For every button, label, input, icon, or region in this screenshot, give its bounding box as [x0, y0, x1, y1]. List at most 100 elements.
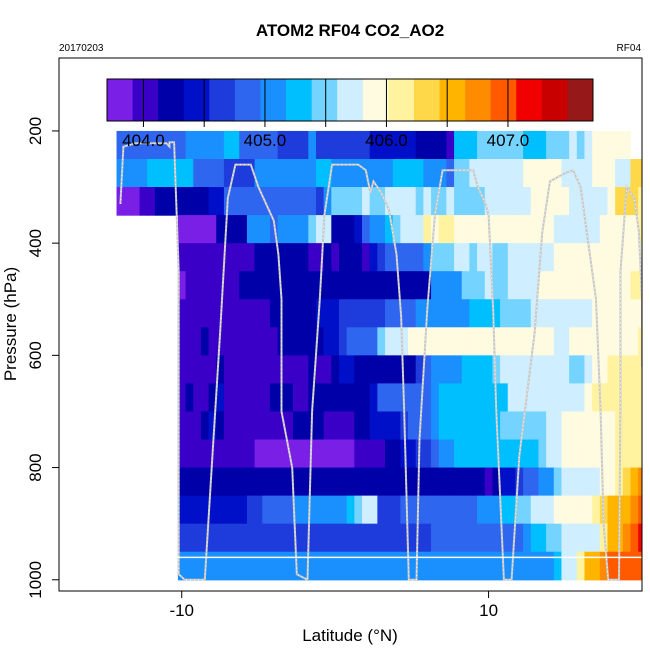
heatmap-cell — [507, 158, 517, 188]
heatmap-cell — [369, 495, 378, 525]
heatmap-cell — [193, 130, 202, 160]
heatmap-cell — [477, 130, 486, 160]
heatmap-cell — [477, 467, 486, 497]
heatmap-cell — [277, 215, 286, 244]
heatmap-cell — [369, 355, 378, 385]
heatmap-cell — [438, 215, 447, 244]
heatmap-cell — [208, 158, 217, 188]
heatmap-cell — [408, 130, 417, 160]
heatmap-cell — [392, 158, 401, 188]
heatmap-cell — [523, 551, 532, 581]
heatmap-cell — [622, 439, 632, 469]
heatmap-cell — [147, 187, 156, 216]
heatmap-cell — [423, 215, 432, 244]
heatmap-cell — [185, 130, 194, 160]
heatmap-cell — [569, 467, 578, 497]
heatmap-cell — [239, 467, 248, 497]
heatmap-cell — [315, 130, 325, 160]
heatmap-cell — [216, 523, 225, 553]
heatmap-cell — [193, 495, 202, 525]
heatmap-cell — [323, 215, 332, 244]
heatmap-cell — [216, 495, 225, 525]
heatmap-cell — [285, 411, 294, 441]
heatmap-cell — [377, 187, 386, 216]
heatmap-cell — [492, 130, 501, 160]
heatmap-cell — [400, 130, 409, 160]
heatmap-cell — [454, 243, 463, 272]
heatmap-cell — [354, 327, 363, 356]
heatmap-cell — [646, 552, 650, 581]
heatmap-cell — [208, 355, 217, 385]
heatmap-cell — [446, 215, 455, 244]
heatmap-cell — [500, 467, 509, 497]
heatmap-cell — [308, 130, 317, 160]
heatmap-cell — [461, 130, 470, 160]
heatmap-cell — [185, 327, 194, 356]
heatmap-cell — [423, 243, 432, 272]
heatmap-cell — [515, 355, 524, 385]
heatmap-cell — [231, 130, 240, 160]
heatmap-cell — [638, 327, 642, 356]
heatmap-cell — [254, 467, 263, 497]
heatmap-cell — [515, 551, 524, 581]
heatmap-cell — [262, 130, 271, 160]
colorbar-tick-label: 407.0 — [487, 131, 530, 150]
heatmap-cell — [331, 467, 340, 497]
heatmap-cell — [285, 187, 294, 216]
heatmap-cell — [576, 383, 586, 413]
heatmap-cell — [124, 158, 133, 188]
heatmap-cell — [285, 355, 294, 385]
heatmap-cell — [553, 523, 563, 553]
heatmap-cell — [254, 187, 263, 216]
heatmap-cell — [461, 187, 470, 216]
heatmap-cell — [576, 187, 586, 216]
heatmap-cell — [500, 523, 509, 553]
heatmap-cell — [523, 523, 532, 553]
heatmap-cell — [438, 551, 447, 581]
heatmap-cell — [338, 327, 348, 356]
heatmap-cell — [200, 327, 210, 356]
heatmap-cell — [561, 130, 570, 160]
heatmap-cell — [354, 439, 363, 469]
heatmap-cell — [246, 355, 256, 385]
heatmap-cell — [223, 551, 233, 581]
heatmap-cell — [277, 467, 286, 497]
heatmap-cell — [193, 467, 202, 497]
heatmap-cell — [300, 467, 309, 497]
heatmap-cell — [576, 523, 586, 553]
heatmap-cell — [569, 327, 578, 356]
heatmap-cell — [400, 243, 409, 272]
heatmap-cell — [392, 439, 401, 469]
heatmap-cell — [131, 187, 141, 216]
heatmap-cell — [392, 495, 401, 525]
heatmap-cell — [292, 158, 302, 188]
heatmap-cell — [461, 439, 470, 469]
heatmap-cell — [515, 411, 524, 441]
heatmap-cell — [223, 355, 233, 385]
heatmap-cell — [369, 187, 378, 216]
heatmap-cell — [530, 383, 540, 413]
heatmap-cell — [200, 243, 210, 272]
heatmap-cell — [431, 158, 440, 188]
heatmap-cell — [630, 271, 639, 300]
heatmap-cell — [408, 327, 417, 356]
heatmap-cell — [622, 158, 632, 188]
heatmap-cell — [446, 327, 455, 356]
heatmap-cell — [438, 299, 447, 328]
heatmap-cell — [254, 383, 263, 413]
heatmap-cell — [177, 523, 187, 553]
heatmap-cell — [538, 327, 547, 356]
heatmap-cell — [323, 383, 332, 413]
heatmap-cell — [530, 215, 540, 244]
heatmap-cell — [592, 411, 601, 441]
heatmap-cell — [622, 187, 632, 216]
heatmap-cell — [423, 439, 432, 469]
heatmap-cell — [338, 383, 348, 413]
heatmap-cell — [584, 383, 593, 413]
heatmap-cell — [538, 439, 547, 469]
heatmap-cell — [584, 467, 593, 497]
heatmap-cell — [638, 355, 642, 385]
heatmap-cell — [254, 327, 263, 356]
heatmap-cell — [362, 299, 371, 328]
heatmap-cell — [177, 411, 187, 441]
